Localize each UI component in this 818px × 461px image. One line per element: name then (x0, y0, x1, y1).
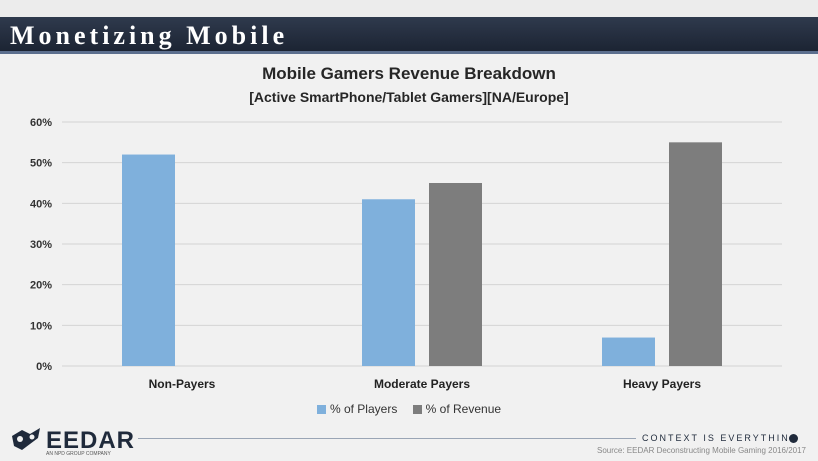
slide-title: Monetizing Mobile (10, 21, 289, 50)
legend-item-players: % of Players (316, 402, 398, 416)
bar-moderate-payers-revenue (429, 183, 482, 366)
logo-text: EEDAR (46, 427, 136, 454)
bar-heavy-payers-players (602, 337, 655, 366)
legend-label-players: % of Players (329, 402, 398, 416)
source-note: Source: EEDAR Deconstructing Mobile Gami… (597, 446, 806, 455)
slide-header: Monetizing Mobile (0, 17, 818, 54)
gridlines (62, 121, 782, 367)
chart-legend: % of Players % of Revenue (0, 402, 818, 416)
legend-swatch-revenue (412, 405, 422, 414)
chart-title: Mobile Gamers Revenue Breakdown (262, 64, 556, 83)
y-tick-label: 10% (30, 320, 52, 332)
bar-non-payers-players (122, 154, 175, 366)
y-axis-ticks: 0% 10% 20% 30% 40% 50% 60% (30, 117, 52, 373)
bar-moderate-payers-players (362, 199, 415, 366)
x-tick-label: Non-Payers (149, 377, 216, 391)
legend-label-revenue: % of Revenue (425, 402, 502, 416)
y-tick-label: 30% (30, 239, 52, 251)
y-tick-label: 20% (30, 280, 52, 292)
y-tick-label: 50% (30, 158, 52, 170)
footer-dot (789, 434, 798, 443)
x-axis-labels: Non-Payers Moderate Payers Heavy Payers (149, 377, 702, 391)
x-tick-label: Moderate Payers (374, 377, 470, 391)
bars (122, 142, 722, 366)
y-tick-label: 0% (36, 361, 52, 373)
x-tick-label: Heavy Payers (623, 377, 701, 391)
bar-heavy-payers-revenue (669, 142, 722, 366)
footer-tagline: CONTEXT IS EVERYTHING (636, 433, 805, 443)
top-strip (0, 0, 818, 17)
legend-item-revenue: % of Revenue (412, 402, 502, 416)
legend-swatch-players (316, 405, 326, 414)
eedar-logo-icon (12, 428, 40, 450)
y-tick-label: 60% (30, 117, 52, 129)
y-tick-label: 40% (30, 198, 52, 210)
chart-subtitle: [Active SmartPhone/Tablet Gamers][NA/Eur… (249, 89, 569, 105)
footer-rule (138, 438, 788, 439)
logo-subtext: AN NPD GROUP COMPANY (46, 451, 111, 457)
